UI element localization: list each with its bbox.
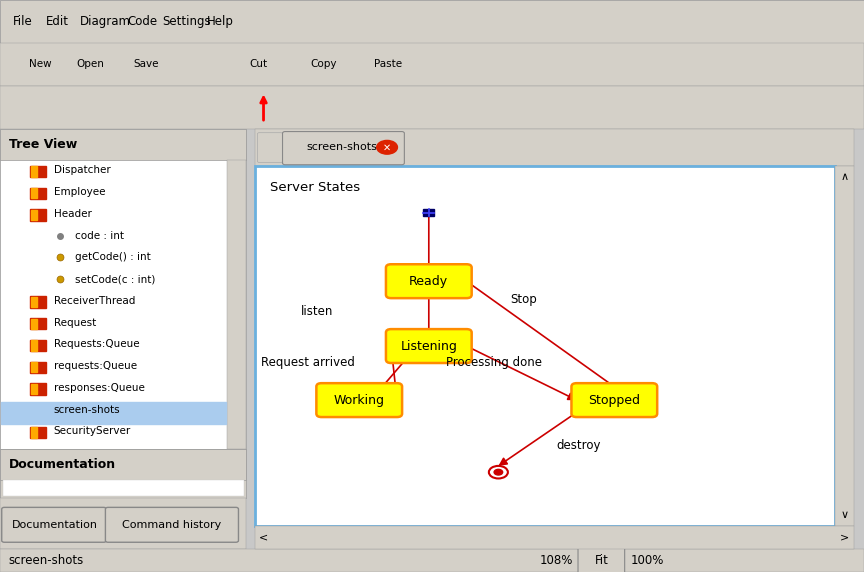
FancyBboxPatch shape bbox=[2, 507, 106, 542]
Text: Fit: Fit bbox=[594, 554, 608, 567]
Text: Ready: Ready bbox=[410, 275, 448, 288]
Text: Stopped: Stopped bbox=[588, 394, 640, 407]
Text: Paste: Paste bbox=[374, 59, 402, 69]
Text: Dispatcher: Dispatcher bbox=[54, 165, 111, 176]
Bar bbox=[30, 362, 46, 373]
FancyBboxPatch shape bbox=[283, 132, 404, 165]
Text: Listening: Listening bbox=[400, 340, 457, 352]
Text: Code: Code bbox=[128, 15, 158, 28]
Bar bbox=[255, 526, 854, 549]
Text: Processing done: Processing done bbox=[446, 356, 543, 369]
Text: ✕: ✕ bbox=[383, 142, 391, 152]
Text: requests:Queue: requests:Queue bbox=[54, 361, 137, 371]
Text: File: File bbox=[13, 15, 33, 28]
Text: Diagram: Diagram bbox=[80, 15, 131, 28]
FancyBboxPatch shape bbox=[386, 329, 472, 363]
Bar bbox=[227, 160, 246, 449]
Text: responses:Queue: responses:Queue bbox=[54, 383, 144, 393]
Bar bbox=[0, 129, 246, 449]
Text: Server States: Server States bbox=[270, 181, 360, 194]
Bar bbox=[30, 383, 46, 395]
Text: Stop: Stop bbox=[510, 293, 537, 305]
Bar bbox=[31, 319, 37, 329]
Bar bbox=[0, 549, 864, 572]
Bar bbox=[30, 296, 46, 308]
Bar bbox=[31, 427, 37, 438]
Text: code : int: code : int bbox=[75, 231, 124, 241]
FancyBboxPatch shape bbox=[578, 546, 625, 572]
Circle shape bbox=[377, 140, 397, 154]
Bar bbox=[255, 166, 835, 526]
FancyBboxPatch shape bbox=[105, 507, 238, 542]
Bar bbox=[835, 166, 854, 526]
Bar bbox=[0, 449, 246, 498]
Text: Command history: Command history bbox=[123, 519, 221, 530]
Bar bbox=[3, 480, 244, 496]
Text: Tree View: Tree View bbox=[9, 138, 77, 151]
Bar bbox=[0, 449, 246, 480]
Text: Settings: Settings bbox=[162, 15, 211, 28]
Bar bbox=[31, 384, 37, 394]
Text: Edit: Edit bbox=[46, 15, 69, 28]
Text: ∧: ∧ bbox=[840, 172, 848, 182]
Bar bbox=[30, 209, 46, 221]
Text: Working: Working bbox=[334, 394, 384, 407]
Text: Employee: Employee bbox=[54, 187, 105, 197]
Text: 100%: 100% bbox=[631, 554, 664, 567]
Bar bbox=[423, 209, 435, 216]
Text: Request: Request bbox=[54, 317, 96, 328]
Text: New: New bbox=[29, 59, 52, 69]
Bar bbox=[0, 498, 246, 549]
Text: Cut: Cut bbox=[250, 59, 267, 69]
Text: Request arrived: Request arrived bbox=[261, 356, 354, 369]
Bar bbox=[0, 86, 864, 129]
Text: getCode() : int: getCode() : int bbox=[75, 252, 151, 263]
Bar bbox=[30, 340, 46, 351]
Text: <: < bbox=[259, 533, 268, 543]
Bar bbox=[31, 166, 37, 177]
Bar bbox=[30, 318, 46, 329]
Bar bbox=[30, 188, 46, 199]
Text: screen-shots: screen-shots bbox=[9, 554, 84, 567]
Bar bbox=[31, 210, 37, 220]
Text: listen: listen bbox=[302, 305, 334, 319]
Bar bbox=[30, 427, 46, 438]
Circle shape bbox=[489, 466, 508, 478]
Bar bbox=[0, 129, 246, 160]
Text: Save: Save bbox=[133, 59, 159, 69]
Bar bbox=[1, 402, 226, 424]
FancyBboxPatch shape bbox=[571, 383, 658, 417]
FancyBboxPatch shape bbox=[257, 133, 283, 162]
Text: Open: Open bbox=[76, 59, 104, 69]
Text: screen-shots: screen-shots bbox=[54, 404, 120, 415]
Text: Help: Help bbox=[207, 15, 234, 28]
Text: Header: Header bbox=[54, 209, 92, 219]
Bar bbox=[0, 43, 864, 86]
Text: ReceiverThread: ReceiverThread bbox=[54, 296, 135, 306]
Text: Requests:Queue: Requests:Queue bbox=[54, 339, 139, 349]
Text: >: > bbox=[840, 533, 848, 543]
Bar bbox=[0, 0, 864, 43]
Text: ∨: ∨ bbox=[840, 510, 848, 520]
Bar bbox=[31, 362, 37, 372]
Text: Documentation: Documentation bbox=[9, 458, 116, 471]
Bar bbox=[30, 166, 46, 177]
Bar bbox=[31, 340, 37, 351]
Text: Documentation: Documentation bbox=[11, 519, 98, 530]
Text: destroy: destroy bbox=[556, 439, 600, 452]
Bar bbox=[31, 297, 37, 307]
Bar bbox=[31, 188, 37, 198]
Text: screen-shots: screen-shots bbox=[307, 142, 378, 152]
Text: SecurityServer: SecurityServer bbox=[54, 426, 130, 436]
Text: 108%: 108% bbox=[540, 554, 574, 567]
FancyBboxPatch shape bbox=[386, 264, 472, 298]
Text: Copy: Copy bbox=[310, 59, 336, 69]
Bar bbox=[255, 129, 854, 166]
Text: setCode(c : int): setCode(c : int) bbox=[75, 274, 156, 284]
Circle shape bbox=[494, 470, 503, 475]
FancyBboxPatch shape bbox=[316, 383, 402, 417]
